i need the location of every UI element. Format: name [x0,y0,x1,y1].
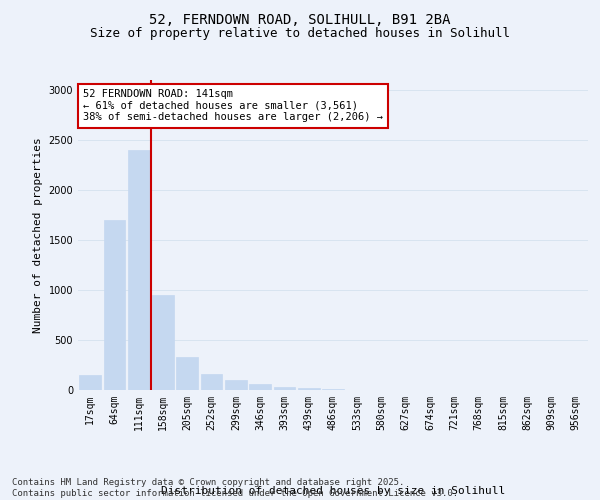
Bar [225,380,247,390]
Bar [152,295,174,390]
Bar [249,384,271,390]
X-axis label: Distribution of detached houses by size in Solihull: Distribution of detached houses by size … [161,486,505,496]
Bar [79,375,101,390]
Bar [176,357,198,390]
Bar [128,150,149,390]
Bar [200,374,223,390]
Bar [298,388,320,390]
Text: Contains HM Land Registry data © Crown copyright and database right 2025.
Contai: Contains HM Land Registry data © Crown c… [12,478,458,498]
Bar [104,220,125,390]
Bar [322,389,344,390]
Text: 52, FERNDOWN ROAD, SOLIHULL, B91 2BA: 52, FERNDOWN ROAD, SOLIHULL, B91 2BA [149,12,451,26]
Text: 52 FERNDOWN ROAD: 141sqm
← 61% of detached houses are smaller (3,561)
38% of sem: 52 FERNDOWN ROAD: 141sqm ← 61% of detach… [83,90,383,122]
Bar [274,387,295,390]
Text: Size of property relative to detached houses in Solihull: Size of property relative to detached ho… [90,28,510,40]
Y-axis label: Number of detached properties: Number of detached properties [33,137,43,333]
